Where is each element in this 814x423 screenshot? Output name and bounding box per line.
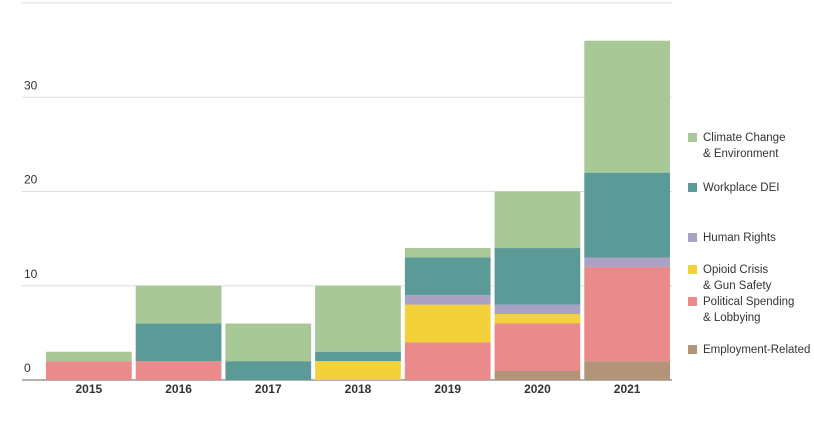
bar-segment (494, 191, 581, 249)
chart: 0102030402015201620172018201920202021 (22, 2, 672, 396)
bar-segment (584, 172, 670, 258)
legend-label: Workplace DEI (703, 182, 780, 194)
legend-entry: Climate Change & Environment (688, 130, 785, 162)
bar-segment (404, 248, 491, 258)
x-tick-label: 2018 (345, 382, 372, 396)
x-tick-label: 2015 (76, 382, 103, 396)
legend-entry: Employment-Related (688, 342, 810, 358)
bar-segment (46, 361, 132, 380)
legend-swatch (688, 183, 697, 192)
x-tick-label: 2017 (255, 382, 282, 396)
legend-swatch (688, 233, 697, 242)
bar-segment (225, 361, 312, 380)
bar-segment (494, 314, 581, 324)
legend-swatch (688, 345, 697, 354)
legend-label: Opioid Crisis & Gun Safety (703, 264, 772, 292)
bar-segment (404, 342, 491, 380)
x-tick-label: 2016 (165, 382, 192, 396)
bar-segment (404, 257, 491, 296)
x-tick-label: 2019 (434, 382, 461, 396)
legend-label: Climate Change & Environment (703, 132, 786, 160)
bar-segment (584, 257, 670, 267)
y-tick-label: 30 (24, 78, 38, 92)
bar-segment (225, 323, 312, 362)
bar-segment (494, 304, 581, 315)
legend-label: Human Rights (703, 232, 776, 244)
bar-segment (584, 40, 670, 173)
bar-segment (135, 285, 222, 324)
legend-swatch (688, 297, 697, 306)
bar-segment (315, 361, 401, 380)
bar-segment (404, 304, 491, 343)
legend-swatch (688, 133, 697, 142)
legend-entry: Human Rights (688, 230, 776, 246)
bar-segment (315, 285, 401, 352)
legend-swatch (688, 265, 697, 274)
bar-segment (135, 361, 222, 380)
bar-segment (584, 361, 670, 380)
y-tick-label: 10 (24, 267, 38, 281)
legend-entry: Political Spending & Lobbying (688, 294, 794, 326)
legend-entry: Opioid Crisis & Gun Safety (688, 262, 771, 294)
y-tick-label: 0 (24, 361, 31, 375)
bar-segment (315, 351, 401, 362)
x-tick-label: 2020 (524, 382, 551, 396)
x-tick-label: 2021 (614, 382, 641, 396)
bar-segment (494, 248, 581, 305)
legend-label: Employment-Related (703, 344, 811, 356)
bar-segment (584, 266, 670, 362)
bar-segment (494, 323, 581, 371)
bar-segment (404, 295, 491, 305)
legend-label: Political Spending & Lobbying (703, 296, 795, 324)
bar-segment (46, 351, 132, 362)
legend-entry: Workplace DEI (688, 180, 779, 196)
y-tick-label: 20 (24, 173, 38, 187)
bar-segment (494, 370, 581, 380)
bar-segment (135, 323, 222, 362)
